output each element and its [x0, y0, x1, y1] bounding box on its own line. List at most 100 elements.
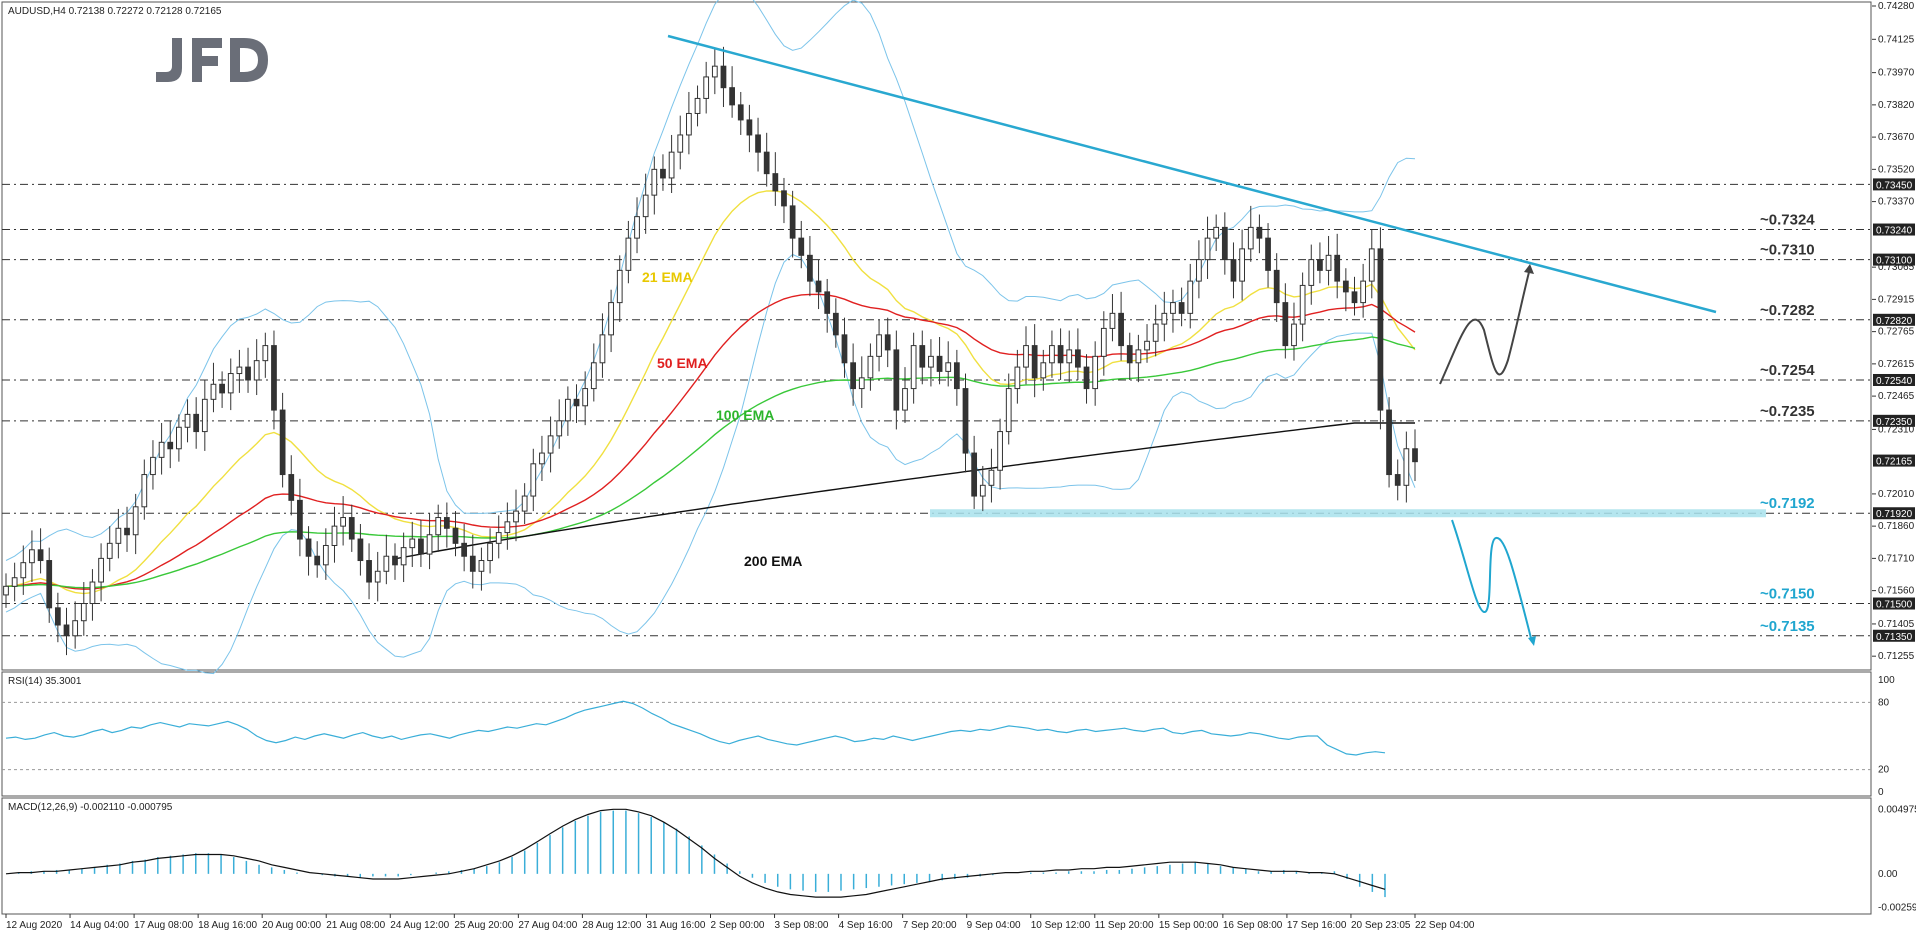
candle-body — [1170, 302, 1176, 314]
rsi-tick-label: 100 — [1878, 675, 1895, 686]
candle-body — [279, 409, 286, 476]
candle-body — [660, 168, 666, 179]
candle-body — [1273, 269, 1280, 304]
ema200-line — [394, 422, 1415, 560]
candle-body — [763, 151, 770, 175]
macd-tick-label: -0.002598 — [1878, 902, 1916, 913]
rsi-panel: RSI(14) 35.3001 100 80 20 0 — [2, 675, 1895, 798]
candle-body — [1178, 302, 1185, 314]
ema-lines — [5, 190, 1416, 595]
x-tick-label: 21 Aug 08:00 — [326, 920, 385, 931]
price-axis: 0.74280 0.74125 0.73970 0.73820 0.73670 0.735… — [1872, 1, 1915, 662]
candle-body — [487, 542, 493, 562]
candle-body — [556, 420, 563, 437]
x-tick-label: 9 Sep 04:00 — [967, 920, 1021, 931]
candle-body — [850, 362, 857, 390]
x-tick-label: 18 Aug 16:00 — [198, 920, 257, 931]
ema21-line — [5, 190, 1416, 595]
candle-body — [1282, 302, 1289, 347]
level-label: ~0.7135 — [1760, 618, 1815, 635]
candle-body — [366, 560, 372, 583]
candle-body — [1031, 345, 1038, 379]
support-zone-band — [930, 509, 1766, 518]
candle-body — [245, 366, 251, 381]
candle-body — [1187, 280, 1194, 314]
level-tag-text: 0.73450 — [1876, 180, 1913, 191]
candle-body — [106, 542, 113, 559]
level-tag-text: 0.73100 — [1876, 256, 1913, 267]
candle-body — [29, 549, 35, 564]
candle-body — [418, 538, 424, 555]
candle-body — [876, 334, 882, 357]
candle-body — [686, 112, 692, 136]
candle-body — [547, 435, 554, 454]
ema100-label: 100 EMA — [716, 407, 774, 423]
candle-body — [945, 362, 952, 372]
level-label: ~0.7192 — [1760, 495, 1815, 512]
candle-body — [867, 355, 874, 379]
y-tick-label: 0.72615 — [1878, 359, 1915, 370]
candle-body — [616, 269, 623, 304]
candle-body — [1334, 254, 1341, 282]
x-tick-label: 17 Aug 08:00 — [134, 920, 193, 931]
level-tag-box — [1873, 178, 1915, 191]
candle-body — [1368, 248, 1375, 282]
candle-body — [815, 280, 822, 293]
candle-body — [1412, 448, 1418, 463]
candle-body — [789, 205, 796, 239]
candle-body — [858, 377, 865, 390]
candle-body — [236, 366, 243, 375]
candle-body — [426, 534, 433, 555]
y-tick-label: 0.73820 — [1878, 100, 1915, 111]
x-tick-label: 20 Aug 00:00 — [262, 920, 321, 931]
candle-body — [46, 560, 53, 609]
y-tick-label: 0.72465 — [1878, 391, 1915, 402]
candle-body — [392, 555, 398, 566]
candle-body — [1196, 259, 1202, 282]
candle-body — [314, 555, 321, 566]
candle-body — [210, 383, 217, 400]
level-tag-box — [1873, 373, 1915, 386]
y-tick-label: 0.73065 — [1878, 262, 1915, 273]
candle-body — [1291, 323, 1297, 347]
candle-body — [521, 495, 528, 512]
candle-body — [115, 527, 122, 544]
candle-body — [1049, 345, 1055, 364]
candle-body — [80, 603, 87, 622]
candle-body — [98, 557, 104, 583]
candle-body — [841, 334, 848, 364]
candle-body — [893, 349, 900, 411]
candle-body — [184, 413, 191, 428]
macd-tick-label: 0.00 — [1878, 869, 1898, 880]
candle-body — [227, 373, 234, 394]
candle-body — [1221, 226, 1228, 261]
price-tag-box — [1873, 454, 1915, 467]
candle-body — [539, 452, 545, 465]
candle-body — [150, 456, 156, 476]
candle-body — [435, 517, 442, 536]
candle-body — [729, 87, 735, 106]
candle-body — [72, 620, 79, 637]
candle-body — [651, 168, 658, 196]
y-tick-label: 0.72915 — [1878, 294, 1915, 305]
level-tag-text: 0.71350 — [1876, 632, 1913, 643]
candle-body — [1342, 280, 1349, 293]
ema21-label: 21 EMA — [642, 269, 693, 285]
rsi-panel-frame — [1, 671, 1872, 797]
candle-body — [694, 97, 701, 114]
candle-body — [1265, 237, 1271, 271]
candle-body — [582, 388, 589, 407]
candle-body — [1126, 345, 1133, 364]
candle-body — [271, 345, 277, 411]
candle-body — [530, 463, 537, 497]
candle-body — [1403, 448, 1410, 486]
candle-body — [1351, 291, 1358, 304]
ema200-label: 200 EMA — [744, 553, 802, 569]
macd-title: MACD(12,26,9) -0.002110 -0.000795 — [8, 802, 173, 813]
candle-body — [400, 547, 407, 566]
x-tick-label: 2 Sep 00:00 — [711, 920, 765, 931]
candle-body — [383, 555, 390, 572]
macd-tick-label: 0.004975 — [1878, 805, 1916, 816]
candle-body — [513, 510, 519, 523]
y-tick-label: 0.71255 — [1878, 651, 1915, 662]
